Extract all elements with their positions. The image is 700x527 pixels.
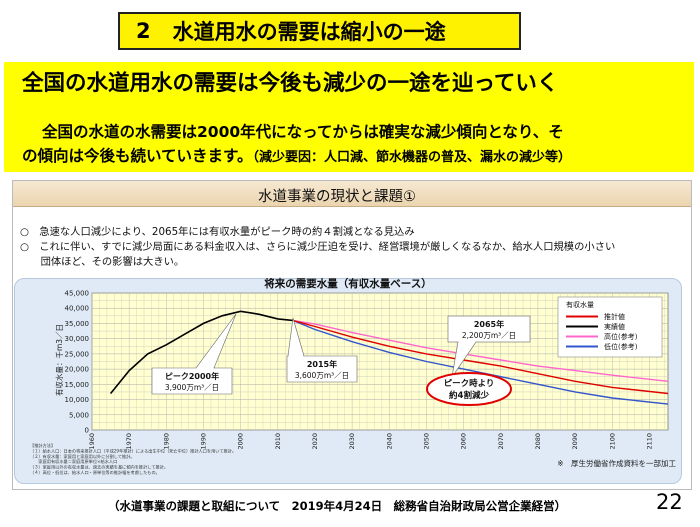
description-line-2-factors: （減少要因：人口減、節水機器の普及、漏水の減少等） — [252, 150, 572, 165]
callout-peak2000-title: ピーク2000年 — [165, 371, 219, 381]
callout-2015-value: 3,600万m³／日 — [295, 371, 349, 380]
y-tick-label: 30,000 — [65, 335, 90, 343]
y-axis-label: 有収水量：千m3／日 — [54, 324, 64, 396]
y-tick-label: 15,000 — [65, 381, 90, 389]
y-tick-label: 40,000 — [65, 305, 90, 313]
x-tick-label: 1970 — [125, 433, 133, 450]
headline: 全国の水道用水の需要は今後も減少の一途を辿っていく — [22, 71, 559, 96]
chart-source-note: ※ 厚生労働省作成資料を一部加工 — [557, 458, 676, 468]
y-tick-label: 25,000 — [65, 350, 90, 358]
bullet-3: 団体ほど、その影響は大きい。 — [20, 256, 185, 268]
series-line-estimate — [292, 319, 669, 395]
panel-title: 水道事業の現状と課題① — [258, 189, 416, 205]
x-tick-label: 2030 — [348, 433, 356, 450]
description-line-1: 全国の水道の水需要は2000年代になってからは確実な減少傾向となり、そ — [42, 123, 564, 141]
panel-header: 水道事業の現状と課題① — [13, 181, 691, 207]
callout-2065-value: 2,200万m³／日 — [462, 331, 516, 340]
callout-2065-box — [447, 315, 531, 343]
bullet-2: ○ これに伴い、すでに減少局面にある料金収入は、さらに減少圧迫を受け、経営環境が… — [20, 241, 616, 253]
callout-2015-join — [288, 355, 304, 357]
y-tick-label: 45,000 — [65, 290, 90, 298]
bullet-1: ○ 急速な人口減少により、2065年には有収水量がピーク時の約４割減となる見込み — [20, 226, 415, 238]
chart-title: 将来の需要水量（有収水量ベース） — [264, 277, 431, 290]
legend-entry: 推計値 — [604, 312, 625, 321]
x-tick-label: 2080 — [534, 433, 542, 450]
slide-title: 2 水道用水の需要は縮小の一途 — [118, 12, 521, 50]
legend-title: 有収水量 — [566, 300, 594, 309]
callout-2015-box — [286, 355, 358, 383]
series-line-actual — [109, 310, 293, 395]
y-tick-label: 35,000 — [65, 320, 90, 328]
y-tick-label: 0 — [85, 427, 89, 435]
chart-note: （３）家庭用以外の有収水量は、過去の実績を基に傾向を推計して推計。 — [30, 464, 168, 471]
x-tick-label: 2060 — [460, 433, 468, 450]
x-tick-label: 2040 — [385, 433, 393, 450]
chart-note: （４）高位・低位は、給水人口・原単位等の推計幅を考慮したもの。 — [30, 469, 160, 476]
chart-note: 家庭用有収水量＝家庭用原単位×給水人口 — [30, 458, 117, 465]
legend-entry: 低位(参考) — [604, 342, 638, 351]
description-line-2: の傾向は今後も続いていきます。（減少要因：人口減、節水機器の普及、漏水の減少等） — [22, 144, 571, 166]
legend-entry: 実績値 — [604, 322, 625, 331]
x-tick-label: 2050 — [422, 433, 430, 450]
callout-2065-title: 2065年 — [474, 319, 504, 329]
source-footer: （水道事業の課題と取組について 2019年4月24日 総務省自治財政局公営企業経… — [108, 499, 567, 513]
x-tick-label: 2090 — [571, 433, 579, 450]
callout-peak2000-value: 3,900万m³／日 — [165, 383, 219, 392]
y-tick-label: 5,000 — [69, 411, 89, 419]
chart-note: 【推計方法】 — [30, 442, 55, 449]
x-tick-label: 1960 — [88, 433, 96, 450]
headline-band — [4, 62, 694, 172]
slide-title-text: 水道用水の需要は縮小の一途 — [172, 20, 446, 44]
x-tick-label: 1980 — [162, 433, 170, 450]
chart-note: （１）給水人口：日本の将来推計人口（平成29年推計）による出生中位（死亡中位）推… — [30, 447, 236, 454]
slide-title-number: 2 — [136, 19, 151, 43]
reduction-line-1: ピーク時より — [444, 378, 495, 389]
series-line-low — [292, 319, 669, 405]
y-tick-label: 20,000 — [65, 366, 90, 374]
chart-note: （２）有収水量：家庭用と家庭用以外に分割して推計。 — [30, 453, 135, 460]
x-tick-label: 2100 — [608, 433, 616, 450]
reduction-ellipse — [426, 372, 512, 406]
x-tick-label: 2010 — [274, 433, 282, 450]
legend-entry: 高位(参考) — [604, 332, 638, 341]
y-tick-label: 10,000 — [65, 396, 90, 404]
x-tick-label: 2000 — [237, 433, 245, 450]
callout-peak2000-join — [196, 367, 214, 369]
x-tick-label: 1990 — [199, 433, 207, 450]
reduction-line-2: 約4割減少 — [449, 390, 489, 401]
description-line-2-main: の傾向は今後も続いていきます。 — [22, 147, 253, 165]
page-number: 22 — [656, 490, 683, 514]
x-tick-label: 2070 — [497, 433, 505, 450]
callout-2065-join — [458, 341, 476, 343]
callout-2015-title: 2015年 — [307, 359, 337, 369]
x-tick-label: 2110 — [645, 433, 653, 450]
x-tick-label: 2020 — [311, 433, 319, 450]
